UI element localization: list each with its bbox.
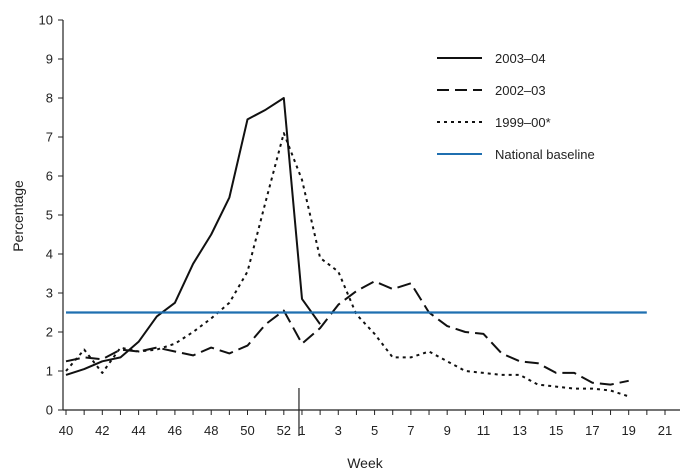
y-tick-label: 9 — [46, 52, 53, 67]
y-axis-title: Percentage — [10, 180, 26, 252]
series-line-2 — [65, 132, 630, 398]
x-tick-label: 46 — [168, 423, 182, 438]
y-tick-label: 1 — [46, 364, 53, 379]
x-tick-label: 50 — [240, 423, 254, 438]
x-tick-label: 15 — [549, 423, 563, 438]
x-tick-label: 3 — [335, 423, 342, 438]
x-axis-title: Week — [347, 455, 384, 471]
series-line-0 — [65, 97, 321, 376]
legend-label: 1999–00* — [495, 115, 551, 130]
legend-label: 2002–03 — [495, 83, 546, 98]
y-tick-label: 2 — [46, 325, 53, 340]
x-tick-label: 48 — [204, 423, 218, 438]
y-tick-label: 3 — [46, 286, 53, 301]
x-tick-label: 5 — [371, 423, 378, 438]
legend-label: 2003–04 — [495, 51, 546, 66]
y-tick-label: 8 — [46, 91, 53, 106]
legend: 2003–04 2002–03 1999–00* National baseline — [437, 51, 595, 162]
x-tick-label: 7 — [407, 423, 414, 438]
y-tick-label: 10 — [39, 13, 53, 28]
y-tick-label: 7 — [46, 130, 53, 145]
y-tick-label: 4 — [46, 247, 53, 262]
y-tick-label: 0 — [46, 403, 53, 418]
x-tick-label: 9 — [444, 423, 451, 438]
x-tick-label: 21 — [658, 423, 672, 438]
y-tick-label: 6 — [46, 169, 53, 184]
y-tick-label: 5 — [46, 208, 53, 223]
series-line-1 — [65, 280, 629, 386]
x-tick-label: 19 — [621, 423, 635, 438]
x-tick-label: 13 — [513, 423, 527, 438]
x-tick-label: 17 — [585, 423, 599, 438]
legend-label: National baseline — [495, 147, 595, 162]
x-axis-ticks: 40 42 44 46 48 50 52 1 3 5 7 9 11 13 15 17 19 21 — [59, 410, 672, 438]
x-tick-label: 44 — [131, 423, 145, 438]
x-tick-label: 52 — [277, 423, 291, 438]
y-axis-ticks: 0 1 2 3 4 5 6 7 8 9 10 — [39, 13, 63, 418]
series-layer — [65, 97, 647, 398]
x-tick-label: 1 — [298, 423, 305, 438]
x-tick-label: 11 — [477, 423, 491, 438]
x-tick-label: 40 — [59, 423, 73, 438]
x-tick-label: 42 — [95, 423, 109, 438]
